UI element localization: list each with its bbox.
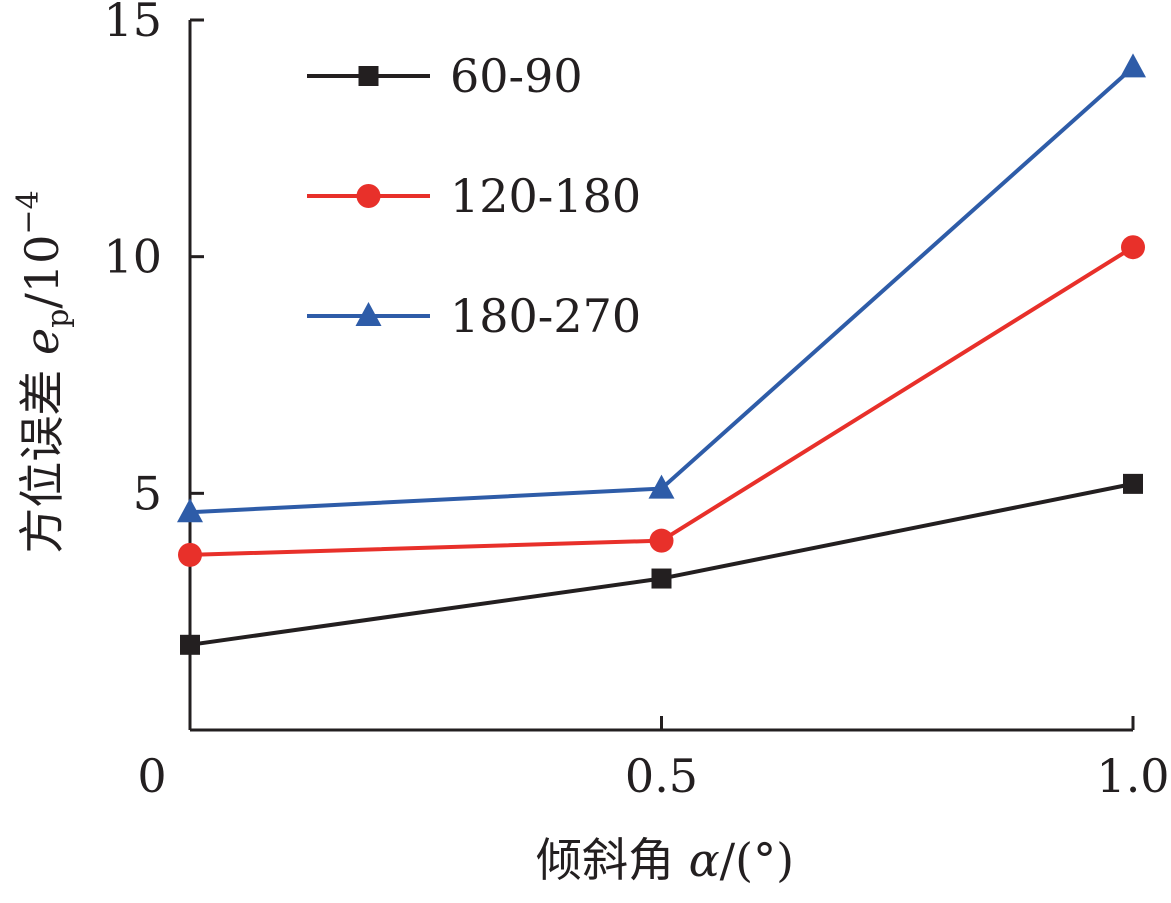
ticks: 5 10 15 0 0.5 1.0	[103, 0, 1169, 803]
data-point	[649, 528, 674, 553]
x-axis-title: 倾斜角 α/(°)	[536, 833, 794, 887]
data-point	[1123, 473, 1143, 494]
legend-label: 60-90	[450, 49, 583, 103]
x-axis-title-text: 倾斜角	[536, 833, 689, 887]
data-point	[1121, 235, 1145, 260]
legend-marker	[358, 66, 379, 86]
y-tick-label: 15	[103, 0, 162, 47]
y-axis-title-subscript: p	[41, 309, 76, 328]
y-axis-title-symbol: e	[15, 328, 69, 355]
data-point	[180, 634, 200, 655]
data-point	[651, 568, 672, 589]
x-axis-title-symbol: α	[689, 833, 720, 887]
legend-marker	[355, 302, 382, 326]
series-120-180	[178, 235, 1145, 567]
data-point	[177, 498, 203, 523]
series-line	[189, 65, 1135, 515]
y-tick-label: 5	[133, 466, 162, 520]
legend: 60-90 120-180 180-270	[307, 49, 641, 343]
legend-label: 120-180	[450, 169, 641, 223]
x-tick-label: 0	[137, 749, 166, 803]
y-axis-title-exponent: −4	[11, 190, 46, 234]
data-point	[178, 542, 202, 567]
x-tick-label: 0.5	[625, 749, 698, 803]
legend-item: 180-270	[307, 289, 641, 343]
y-axis-title: 方位误差 ep/10−4	[11, 190, 76, 553]
y-axis-title-unit: /10	[15, 235, 69, 309]
series-lines	[177, 53, 1146, 655]
legend-marker	[356, 184, 381, 208]
legend-item: 60-90	[307, 49, 583, 103]
data-point	[1120, 53, 1146, 78]
legend-item: 120-180	[307, 169, 641, 223]
data-point	[648, 474, 675, 499]
legend-label: 180-270	[450, 289, 641, 343]
series-60-90	[180, 473, 1143, 655]
series-180-270	[177, 53, 1146, 523]
series-line	[189, 481, 1134, 647]
x-tick-label: 1.0	[1096, 749, 1169, 803]
x-axis-title-unit: /(°)	[720, 833, 794, 887]
series-line	[189, 245, 1135, 557]
y-axis-title-text: 方位误差	[15, 355, 69, 554]
y-tick-label: 10	[103, 230, 162, 284]
